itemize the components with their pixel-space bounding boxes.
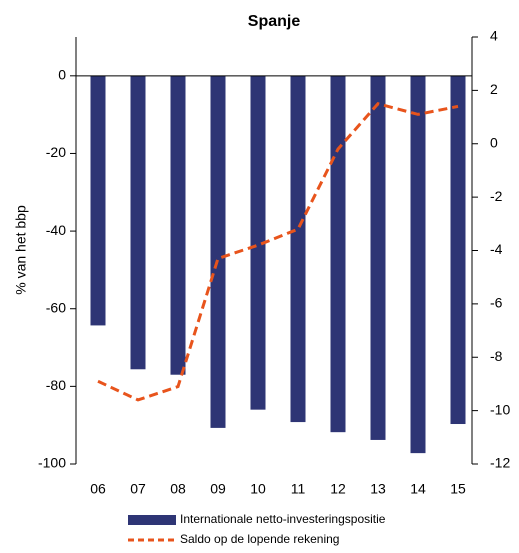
y-tick-label: -100 <box>38 455 66 471</box>
y2-tick-label: 0 <box>490 134 498 150</box>
y2-tick-label: 4 <box>490 28 498 44</box>
x-tick-label: 11 <box>291 481 306 497</box>
y-tick-label: -40 <box>46 222 66 238</box>
x-tick-label: 07 <box>130 481 146 497</box>
legend-label: Internationale netto-investeringspositie <box>180 512 386 526</box>
y-tick-label: -60 <box>46 299 66 315</box>
y2-tick-label: -4 <box>490 241 503 257</box>
y-tick-label: -80 <box>46 377 66 393</box>
x-tick-label: 08 <box>170 481 186 497</box>
y2-tick-label: -8 <box>490 348 503 364</box>
y2-tick-label: -12 <box>490 455 510 471</box>
x-tick-label: 13 <box>370 481 386 497</box>
legend-label: Saldo op de lopende rekening <box>180 532 339 546</box>
bar <box>250 75 266 410</box>
bar <box>370 75 386 440</box>
bar <box>130 75 146 370</box>
line <box>97 102 459 402</box>
bar <box>170 75 186 375</box>
x-tick-label: 14 <box>410 481 426 497</box>
y-tick-label: 0 <box>58 67 66 83</box>
chart-title: Spanje <box>248 13 301 30</box>
bar <box>90 75 106 326</box>
x-tick-label: 12 <box>330 481 346 497</box>
y2-tick-label: -6 <box>490 295 503 311</box>
bar <box>330 75 346 433</box>
x-tick-label: 10 <box>250 481 266 497</box>
bar <box>210 75 226 428</box>
x-tick-label: 09 <box>210 481 226 497</box>
bar <box>450 75 466 425</box>
bar <box>410 75 426 454</box>
bar <box>290 75 306 423</box>
x-tick-label: 06 <box>90 481 106 497</box>
x-tick-label: 15 <box>450 481 466 497</box>
y2-tick-label: 2 <box>490 81 498 97</box>
y-tick-label: -20 <box>46 144 66 160</box>
y2-tick-label: -10 <box>490 401 510 417</box>
legend-swatch <box>128 515 176 525</box>
y2-tick-label: -2 <box>490 188 503 204</box>
y-axis-label: % van het bbp <box>13 205 29 295</box>
